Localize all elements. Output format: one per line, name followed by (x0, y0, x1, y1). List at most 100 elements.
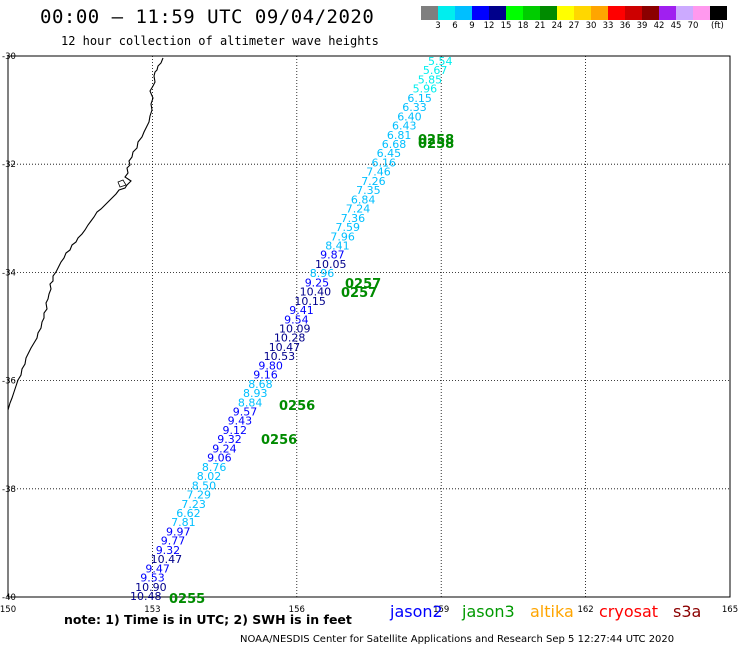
wave-height-label: 10.48 (130, 590, 162, 603)
wave-height-label: 9.97 (166, 525, 191, 538)
pass-time-label: 0255 (169, 592, 205, 607)
map-title: 00:00 – 11:59 UTC 09/04/2020 (40, 6, 375, 28)
map-frame (7, 55, 731, 598)
wave-height-label: 9.57 (233, 406, 257, 419)
scale-tick-label: 27 (568, 21, 580, 31)
credit-line: NOAA/NESDIS Center for Satellite Applica… (240, 634, 675, 645)
scale-tick-label: 39 (636, 21, 648, 31)
wave-height-label: 9.32 (217, 433, 242, 446)
pass-time-label: 0258 (418, 133, 454, 148)
longitude-label: 165 (722, 605, 738, 615)
wave-height-label: 7.26 (361, 175, 386, 188)
wave-height-label: 9.32 (156, 544, 181, 557)
wave-height-label: 6.81 (387, 129, 412, 142)
scale-swatch (438, 6, 455, 20)
latitude-label: -30 (2, 52, 16, 62)
wave-height-label: 5.67 (423, 64, 448, 77)
longitude-label: 153 (144, 605, 160, 615)
wave-height-label: 7.36 (341, 212, 366, 225)
wave-height-label: 9.24 (212, 442, 237, 455)
scale-tick-label: 12 (483, 21, 495, 31)
longitude-labels: 150 153 156 159 162 165 (0, 605, 738, 615)
wave-height-label: 9.43 (228, 415, 253, 428)
latitude-label: -32 (2, 160, 16, 170)
scale-swatch (574, 6, 591, 20)
wave-height-label: 7.29 (187, 489, 212, 502)
wave-height-label: 8.93 (243, 387, 268, 400)
footer-note: note: 1) Time is in UTC; 2) SWH is in fe… (64, 612, 352, 627)
wave-height-label: 6.45 (377, 147, 402, 160)
scale-tick-label: 30 (585, 21, 597, 31)
scale-swatch (710, 6, 727, 20)
wave-height-label: 10.15 (294, 295, 326, 308)
longitude-label: 156 (289, 605, 305, 615)
scale-swatch (693, 6, 710, 20)
wave-height-label: 6.68 (382, 138, 407, 151)
wave-height-label: 8.96 (310, 267, 335, 280)
scale-swatch (472, 6, 489, 20)
longitude-label: 150 (0, 605, 16, 615)
pass-time-label: 0256 (279, 399, 315, 414)
scale-swatch (506, 6, 523, 20)
map-subtitle: 12 hour collection of altimeter wave hei… (61, 34, 379, 48)
scale-tick-label: 15 (500, 21, 512, 31)
scale-tick-label: 36 (619, 21, 631, 31)
wave-height-label: 10.47 (269, 341, 301, 354)
wave-height-label: 6.16 (372, 157, 397, 170)
wave-height-label: 6.15 (407, 92, 432, 105)
scale-swatch (557, 6, 574, 20)
latitude-label: -38 (2, 485, 16, 495)
wave-height-label: 8.41 (325, 240, 350, 253)
wave-height-label: 8.02 (197, 470, 222, 483)
wave-height-label: 8.76 (202, 461, 227, 474)
scale-swatch (608, 6, 625, 20)
wave-height-label: 10.40 (300, 286, 332, 299)
pass-time-label: 0257 (345, 277, 381, 292)
wave-height-color-scale: 3 6 9 12 15 18 21 24 27 30 33 36 39 42 4… (421, 6, 728, 31)
scale-swatch (489, 6, 506, 20)
wave-height-label: 7.46 (366, 166, 391, 179)
wave-height-label: 10.05 (315, 258, 347, 271)
scale-tick-label: 33 (602, 21, 614, 31)
latitude-label: -34 (2, 268, 16, 278)
wave-height-label: 6.62 (176, 507, 201, 520)
latitude-label: -40 (2, 593, 16, 603)
scale-swatch (642, 6, 659, 20)
wave-height-label: 7.23 (181, 498, 206, 511)
longitude-label: 159 (433, 605, 449, 615)
wave-height-label: 6.84 (351, 193, 376, 206)
legend-altika: altika (530, 602, 574, 621)
scale-tick-label: 70 (687, 21, 699, 31)
scale-unit-label: (ft) (711, 21, 724, 31)
scale-swatch (659, 6, 676, 20)
scale-tick-label: 42 (653, 21, 665, 31)
altimeter-pass: 10.4810.909.539.4710.479.329.779.977.816… (130, 55, 453, 603)
scale-tick-label: 9 (469, 21, 475, 31)
wave-height-label: 9.25 (305, 276, 330, 289)
wave-height-label: 9.41 (289, 304, 314, 317)
scale-swatch (540, 6, 557, 20)
wave-height-label: 9.77 (161, 535, 186, 548)
latitude-label: -36 (2, 377, 16, 387)
wave-height-label: 10.53 (264, 350, 296, 363)
wave-height-label: 9.12 (223, 424, 248, 437)
wave-height-label: 10.90 (135, 581, 167, 594)
scale-tick-label: 6 (452, 21, 458, 31)
wave-height-label: 8.68 (248, 378, 273, 391)
coastline-detail (117, 179, 127, 188)
scale-swatch (676, 6, 693, 20)
scale-tick-label: 3 (435, 21, 441, 31)
coastline (7, 57, 164, 411)
wave-height-label: 7.81 (171, 516, 196, 529)
wave-height-label: 6.40 (397, 110, 422, 123)
wave-height-label: 5.54 (428, 55, 453, 68)
scale-tick-label: 18 (517, 21, 529, 31)
legend-s3a: s3a (673, 602, 702, 621)
graticule (8, 56, 730, 597)
wave-height-label: 6.33 (402, 101, 427, 114)
pass-time-label: 0257 (341, 286, 377, 301)
legend-jason3: jason3 (462, 602, 515, 621)
pass-time-label: 0258 (418, 137, 454, 152)
